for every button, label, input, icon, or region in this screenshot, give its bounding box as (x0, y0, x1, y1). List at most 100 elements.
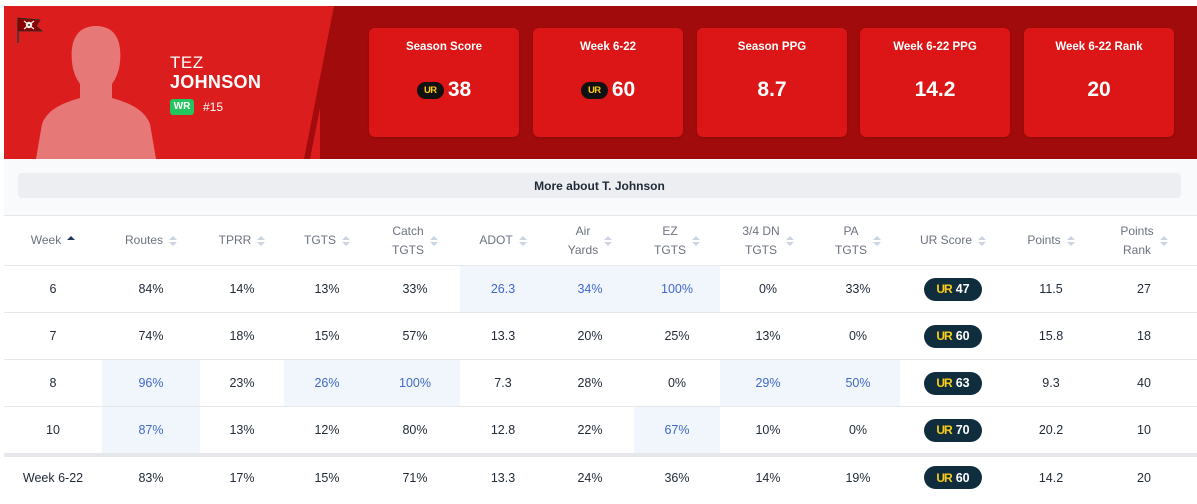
cell-pa-tgts: 33% (845, 282, 871, 296)
cell-ez-tgts: 67% (634, 407, 720, 453)
sort-icon[interactable] (1066, 235, 1075, 246)
cell-ez-tgts: 0% (667, 376, 687, 390)
ur-logo-icon: UR (416, 81, 444, 99)
column-header-adot[interactable]: ADOT (460, 216, 546, 265)
ur-logo-icon: UR (936, 282, 952, 296)
cell-air-yards: 28% (577, 376, 603, 390)
cell-week: 10 (46, 423, 60, 437)
stat-card-label: Season Score (405, 41, 483, 53)
cell-ez-tgts: 25% (664, 329, 690, 343)
cell-ez-tgts: 36% (664, 470, 690, 485)
stat-card: Week 6-22 Rank 20 (1024, 28, 1174, 137)
sort-icon[interactable] (978, 235, 986, 246)
stat-card: Week 6-22 PPG 14.2 (860, 28, 1010, 137)
weekly-stats-table: Week Routes TPRR TGTS Catch TGTS ADOT Air Yards E… (4, 215, 1197, 498)
column-header-ur-score[interactable]: UR Score (900, 216, 1006, 265)
cell-catch-tgts: 80% (402, 423, 428, 437)
sort-icon[interactable] (257, 235, 266, 246)
sort-icon[interactable] (169, 235, 178, 246)
cell-tgts: 13% (314, 282, 340, 296)
cell-pa-tgts: 19% (845, 470, 871, 485)
ur-score-pill: UR 70 (924, 418, 982, 442)
stat-card-label: Week 6-22 Rank (1055, 41, 1143, 53)
cell-tprr: 23% (229, 376, 255, 390)
column-header-catch-tgts[interactable]: Catch TGTS (370, 216, 460, 265)
stat-card: Season Score UR 38 (369, 28, 519, 137)
cell-adot: 26.3 (460, 266, 546, 312)
cell-air-yards: 24% (577, 470, 603, 485)
cell-points: 11.5 (1039, 282, 1063, 296)
cell-adot: 7.3 (494, 376, 512, 390)
cell-catch-tgts: 33% (402, 282, 428, 296)
table-row: 6 84% 14% 13% 33% 26.3 34% 100% 0% 33% UR 47 11.5 27 (4, 265, 1197, 312)
cell-air-yards: 34% (546, 266, 634, 312)
column-header-points-rank[interactable]: Points Rank (1096, 216, 1192, 265)
sort-icon[interactable] (873, 235, 881, 246)
team-logo-icon (17, 17, 44, 43)
cell-routes: 74% (138, 329, 164, 343)
table-row: 8 96% 23% 26% 100% 7.3 28% 0% 29% 50% UR 63 9.3 40 (4, 359, 1197, 406)
player-last-name: JOHNSON (170, 72, 262, 92)
ur-score-pill: UR 63 (924, 371, 982, 395)
cell-tprr: 18% (229, 329, 255, 343)
player-silhouette-icon (36, 26, 156, 159)
cell-points-rank: 10 (1137, 423, 1151, 437)
cell-tgts: 12% (314, 423, 340, 437)
ur-logo-icon: UR (936, 423, 952, 437)
cell-ur-score: UR 60 (900, 313, 1006, 359)
cell-week: Week 6-22 (22, 470, 84, 485)
stat-card-number: 60 (611, 78, 636, 101)
more-about-button[interactable]: More about T. Johnson (18, 173, 1181, 198)
ur-score-value: 63 (955, 376, 970, 390)
ur-score-value: 70 (955, 423, 970, 437)
cell-week: 8 (49, 376, 57, 390)
sort-icon[interactable] (785, 235, 794, 246)
cell-routes: 87% (102, 407, 200, 453)
column-header-dn-tgts[interactable]: 3/4 DN TGTS (720, 216, 816, 265)
column-header-tprr[interactable]: TPRR (200, 216, 284, 265)
cell-dn-tgts: 14% (755, 470, 781, 485)
cell-points-rank: 40 (1137, 376, 1151, 390)
column-header-label: TGTS (304, 233, 336, 247)
column-header-label: Points (1027, 233, 1061, 247)
sort-icon[interactable] (342, 235, 350, 246)
column-header-label: UR Score (919, 233, 972, 247)
cell-pa-tgts: 50% (816, 360, 900, 406)
column-header-ez-tgts[interactable]: EZ TGTS (634, 216, 720, 265)
cell-tgts: 15% (314, 329, 340, 343)
cell-tprr: 13% (229, 423, 255, 437)
stat-card-value: UR 38 (369, 78, 519, 102)
jersey-number: #15 (203, 100, 224, 114)
sort-icon[interactable] (430, 235, 438, 246)
column-header-routes[interactable]: Routes (102, 216, 200, 265)
column-header-label: Routes (124, 233, 164, 247)
sort-icon[interactable] (604, 235, 613, 246)
cell-adot: 12.8 (490, 423, 516, 437)
cell-ur-score: UR 47 (900, 266, 1006, 312)
column-header-label: Week (30, 233, 62, 247)
stat-card-value: UR 60 (533, 78, 683, 102)
column-header-week[interactable]: Week (4, 216, 102, 265)
column-header-pa-tgts[interactable]: PA TGTS (816, 216, 900, 265)
column-header-tgts[interactable]: TGTS (284, 216, 370, 265)
column-header-points[interactable]: Points (1006, 216, 1096, 265)
cell-pa-tgts: 0% (848, 329, 868, 343)
ur-logo-icon: UR (936, 470, 952, 485)
sort-icon[interactable] (692, 235, 700, 246)
cell-tprr: 17% (229, 470, 255, 485)
player-header: TEZ JOHNSON WR #15 Season Score UR 38 Week … (4, 6, 1197, 159)
cell-catch-tgts: 71% (402, 470, 428, 485)
column-header-air-yards[interactable]: Air Yards (546, 216, 634, 265)
sort-icon[interactable] (67, 235, 76, 246)
ur-logo-icon: UR (580, 81, 608, 99)
table-total-row: Week 6-22 83% 17% 15% 71% 13.3 24% 36% 14% 19% UR 6… (4, 453, 1197, 498)
cell-dn-tgts: 10% (755, 423, 781, 437)
stat-card-value: 14.2 (860, 78, 1010, 102)
cell-routes: 96% (102, 360, 200, 406)
stat-card-number: 20 (1087, 78, 1111, 101)
cell-week: 6 (49, 282, 57, 296)
stat-card-label: Week 6-22 (579, 41, 637, 53)
sort-icon[interactable] (518, 235, 527, 246)
cell-points: 9.3 (1042, 376, 1060, 390)
sort-icon[interactable] (1159, 235, 1168, 246)
